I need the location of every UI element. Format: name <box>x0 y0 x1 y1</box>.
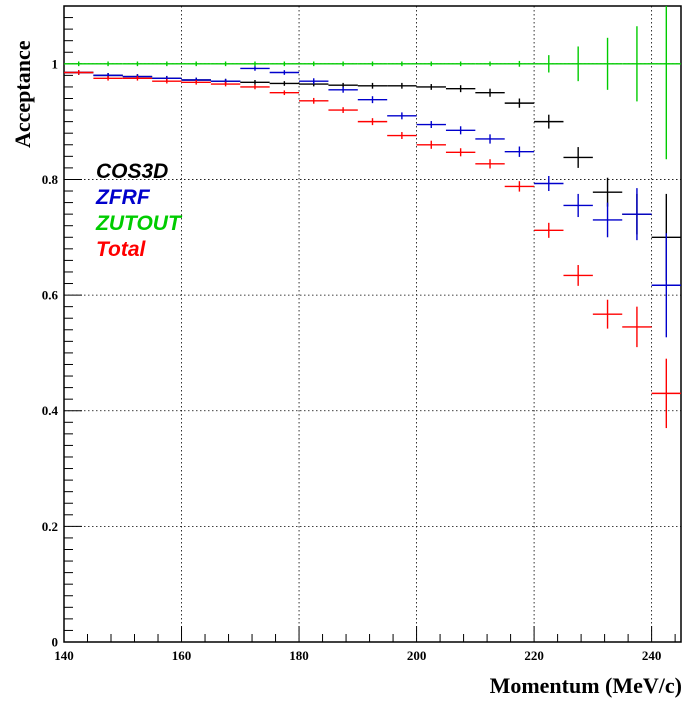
x-tick-label: 200 <box>407 648 427 663</box>
y-tick-label: 0 <box>52 635 59 650</box>
series-zutout <box>64 6 681 160</box>
y-tick-label: 0.4 <box>42 403 59 418</box>
y-tick-label: 0.6 <box>42 288 59 303</box>
x-tick-label: 240 <box>642 648 662 663</box>
data-series <box>64 6 681 429</box>
y-tick-label: 1 <box>52 56 59 71</box>
y-tick-label: 0.2 <box>42 519 58 534</box>
plot-frame <box>63 5 682 643</box>
series-zfrf <box>64 66 681 338</box>
y-tick-label: 0.8 <box>42 172 59 187</box>
axis-ticks <box>63 5 676 643</box>
legend: COS3D ZFRF ZUTOUT Total <box>95 160 183 261</box>
legend-entry: Total <box>96 238 147 261</box>
legend-entry: COS3D <box>96 160 168 183</box>
x-tick-label: 140 <box>54 648 74 663</box>
x-tick-label: 180 <box>289 648 309 663</box>
y-axis-title: Acceptance <box>10 40 35 148</box>
x-tick-labels: 140 160 180 200 220 240 <box>54 648 661 663</box>
legend-entry: ZUTOUT <box>95 212 183 235</box>
y-tick-labels: 0 0.2 0.4 0.6 0.8 1 <box>42 56 59 649</box>
legend-entry: ZFRF <box>95 186 151 209</box>
x-tick-label: 160 <box>172 648 192 663</box>
series-total <box>64 70 681 429</box>
x-axis-title: Momentum (MeV/c) <box>490 673 682 698</box>
x-tick-label: 220 <box>524 648 544 663</box>
